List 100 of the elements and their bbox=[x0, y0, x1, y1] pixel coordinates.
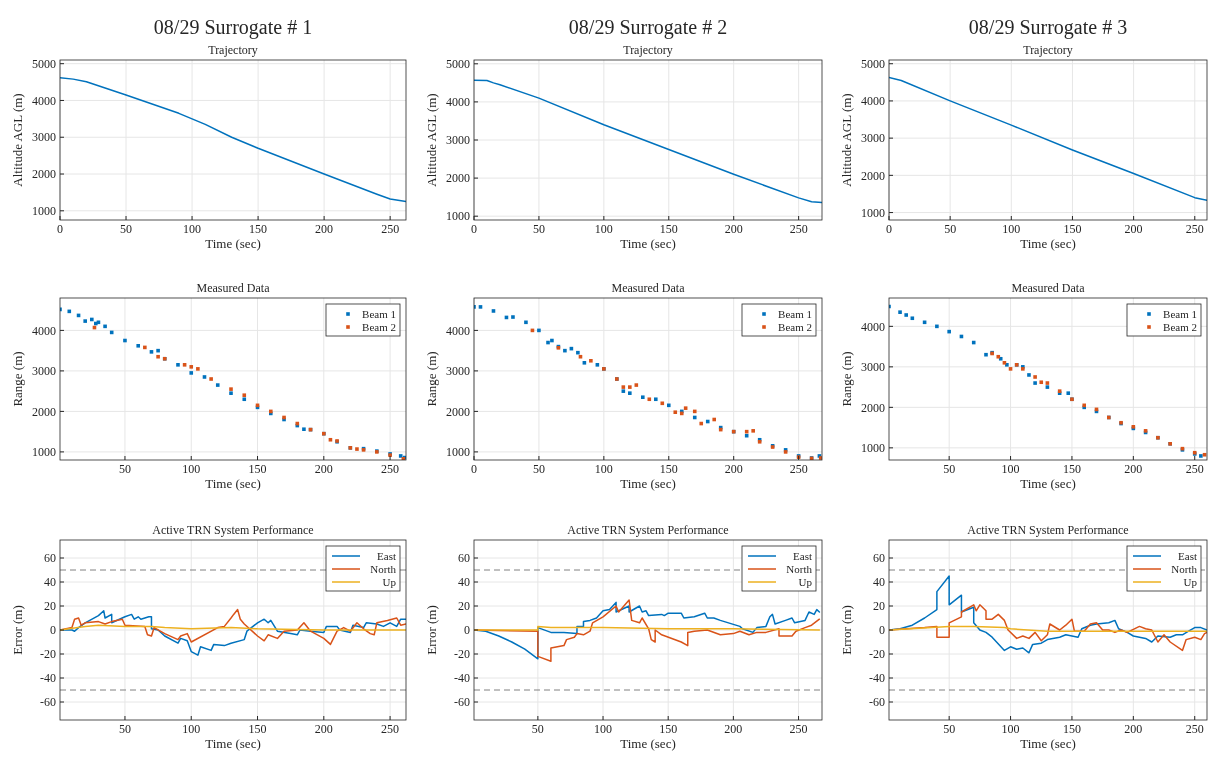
y-tick-label: 5000 bbox=[446, 57, 470, 72]
y-axis-title: Altitude AGL (m) bbox=[839, 93, 854, 187]
x-tick-label: 150 bbox=[248, 462, 267, 476]
legend-label: East bbox=[377, 549, 396, 562]
legend-label: East bbox=[793, 549, 812, 562]
x-tick-label: 200 bbox=[724, 462, 743, 476]
x-tick-label: 50 bbox=[120, 222, 133, 236]
y-tick-label: 20 bbox=[44, 599, 56, 614]
x-tick-label: 250 bbox=[789, 462, 808, 476]
y-tick-label: 4000 bbox=[32, 323, 56, 338]
x-tick-label: 100 bbox=[182, 722, 201, 736]
y-tick-label: 0 bbox=[879, 623, 885, 638]
y-tick-label: 0 bbox=[464, 623, 470, 638]
y-tick-label: 4000 bbox=[32, 93, 56, 108]
x-tick-label: 250 bbox=[381, 462, 400, 476]
x-axis-title: Time (sec) bbox=[1020, 476, 1076, 491]
x-tick-label: 200 bbox=[1124, 722, 1143, 736]
chart-title: Active TRN System Performance bbox=[967, 523, 1129, 537]
chart-title: Measured Data bbox=[196, 281, 271, 295]
y-axis-title: Range (m) bbox=[424, 351, 439, 407]
x-tick-label: 200 bbox=[1124, 222, 1143, 236]
y-tick-label: 2000 bbox=[446, 171, 470, 186]
y-tick-label: 3000 bbox=[446, 364, 470, 379]
y-tick-label: 3000 bbox=[32, 364, 56, 379]
y-tick-label: 2000 bbox=[32, 167, 56, 182]
y-tick-label: 1000 bbox=[861, 205, 885, 220]
y-tick-label: -40 bbox=[869, 671, 885, 686]
x-tick-label: 100 bbox=[594, 722, 613, 736]
y-tick-label: 60 bbox=[44, 551, 56, 566]
legend-label: Up bbox=[1183, 575, 1198, 588]
x-tick-label: 100 bbox=[1001, 722, 1020, 736]
x-tick-label: 150 bbox=[1062, 722, 1081, 736]
legend-label: Beam 1 bbox=[362, 307, 396, 320]
y-tick-label: -40 bbox=[40, 671, 56, 686]
x-axis-title: Time (sec) bbox=[205, 476, 261, 491]
x-tick-label: 250 bbox=[1185, 462, 1204, 476]
y-axis-title: Error (m) bbox=[424, 605, 439, 655]
y-tick-label: 4000 bbox=[861, 94, 885, 109]
chart-title: Active TRN System Performance bbox=[152, 523, 314, 537]
chart-title: 08/29 Surrogate # 1 bbox=[153, 16, 313, 39]
y-tick-label: 4000 bbox=[446, 95, 470, 110]
y-tick-label: 40 bbox=[44, 575, 56, 590]
x-tick-label: 50 bbox=[944, 222, 957, 236]
x-tick-label: 200 bbox=[724, 722, 743, 736]
y-tick-label: 1000 bbox=[446, 209, 470, 224]
y-tick-label: -20 bbox=[869, 647, 885, 662]
legend-label: North bbox=[1171, 562, 1198, 575]
chart-subtitle: Trajectory bbox=[208, 43, 258, 57]
x-tick-label: 250 bbox=[1185, 722, 1204, 736]
y-axis-title: Error (m) bbox=[839, 605, 854, 655]
y-tick-label: 40 bbox=[873, 575, 885, 590]
x-axis-title: Time (sec) bbox=[1020, 736, 1076, 751]
y-tick-label: 2000 bbox=[861, 168, 885, 183]
y-tick-label: 60 bbox=[873, 551, 885, 566]
x-tick-label: 100 bbox=[183, 222, 202, 236]
x-tick-label: 50 bbox=[531, 722, 544, 736]
x-tick-label: 150 bbox=[1062, 462, 1081, 476]
y-tick-label: -60 bbox=[40, 695, 56, 710]
x-tick-label: 150 bbox=[248, 722, 267, 736]
x-tick-label: 250 bbox=[1185, 222, 1204, 236]
y-tick-label: 3000 bbox=[861, 360, 885, 375]
chart-title: 08/29 Surrogate # 2 bbox=[568, 16, 728, 39]
y-tick-label: 1000 bbox=[861, 441, 885, 456]
x-tick-label: 50 bbox=[532, 222, 545, 236]
x-axis-title: Time (sec) bbox=[205, 736, 261, 751]
y-axis-title: Altitude AGL (m) bbox=[424, 93, 439, 187]
x-tick-label: 200 bbox=[314, 722, 333, 736]
y-tick-label: 20 bbox=[458, 599, 470, 614]
x-tick-label: 50 bbox=[943, 462, 956, 476]
y-tick-label: 2000 bbox=[446, 404, 470, 419]
x-tick-label: 50 bbox=[943, 722, 956, 736]
y-tick-label: 4000 bbox=[861, 319, 885, 334]
legend-label: Beam 2 bbox=[1163, 320, 1197, 333]
x-tick-label: 200 bbox=[1124, 462, 1143, 476]
x-axis-title: Time (sec) bbox=[1020, 236, 1076, 251]
y-tick-label: -20 bbox=[40, 647, 56, 662]
y-tick-label: 20 bbox=[873, 599, 885, 614]
y-tick-label: 5000 bbox=[861, 56, 885, 71]
x-tick-label: 250 bbox=[789, 222, 808, 236]
chart-title: Measured Data bbox=[611, 281, 686, 295]
x-tick-label: 50 bbox=[118, 462, 131, 476]
y-tick-label: 3000 bbox=[32, 130, 56, 145]
x-tick-label: 200 bbox=[724, 222, 743, 236]
x-tick-label: 250 bbox=[381, 722, 400, 736]
y-tick-label: 2000 bbox=[861, 400, 885, 415]
chart-title: 08/29 Surrogate # 3 bbox=[968, 16, 1128, 39]
x-axis-title: Time (sec) bbox=[620, 236, 676, 251]
x-tick-label: 150 bbox=[1063, 222, 1082, 236]
y-tick-label: -40 bbox=[454, 671, 470, 686]
x-axis-title: Time (sec) bbox=[620, 736, 676, 751]
x-tick-label: 100 bbox=[1001, 462, 1020, 476]
y-tick-label: -60 bbox=[454, 695, 470, 710]
y-tick-label: 3000 bbox=[861, 131, 885, 146]
x-tick-label: 100 bbox=[594, 222, 613, 236]
y-axis-title: Altitude AGL (m) bbox=[10, 93, 25, 187]
y-tick-label: 1000 bbox=[446, 445, 470, 460]
x-tick-label: 200 bbox=[314, 462, 333, 476]
legend-label: Up bbox=[798, 575, 813, 588]
chart-subtitle: Trajectory bbox=[1023, 43, 1073, 57]
y-tick-label: -20 bbox=[454, 647, 470, 662]
